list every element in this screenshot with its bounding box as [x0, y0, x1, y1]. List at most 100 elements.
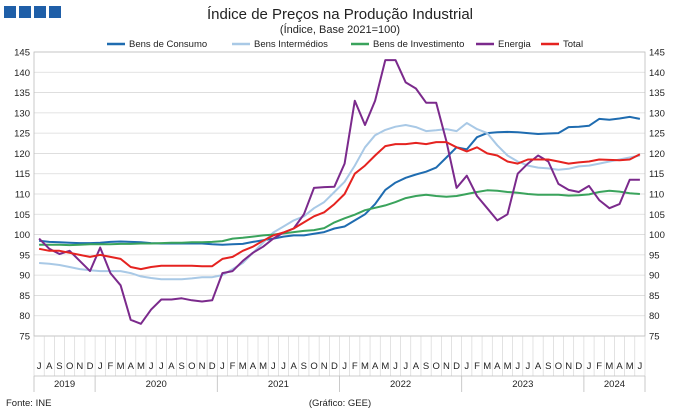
- y-tick-label-right: 95: [649, 250, 660, 261]
- x-tick-label-month: M: [259, 361, 267, 372]
- x-tick-label-month: A: [413, 361, 420, 372]
- series-line: [39, 189, 640, 247]
- y-tick-label-left: 110: [15, 190, 30, 201]
- x-tick-label-month: F: [107, 361, 113, 372]
- x-tick-label-month: J: [37, 361, 42, 372]
- y-tick-label-right: 145: [649, 48, 665, 59]
- x-tick-label-month: A: [494, 361, 501, 372]
- x-tick-label-month: M: [483, 361, 491, 372]
- x-tick-label-month: J: [98, 361, 103, 372]
- y-tick-label-left: 115: [15, 169, 30, 180]
- y-tick-label-right: 130: [649, 108, 665, 119]
- legend-label: Energia: [498, 39, 531, 50]
- y-tick-label-left: 145: [14, 48, 30, 59]
- y-tick-label-left: 130: [14, 108, 30, 119]
- x-tick-label-month: F: [230, 361, 236, 372]
- series-line: [38, 115, 641, 246]
- y-tick-label-left: 85: [19, 291, 30, 302]
- x-tick-label-year: 2023: [512, 379, 533, 390]
- x-tick-label-month: F: [596, 361, 602, 372]
- x-tick-label-month: M: [137, 361, 145, 372]
- y-tick-label-right: 90: [649, 271, 660, 282]
- x-tick-label-month: M: [381, 361, 389, 372]
- chart-title: Índice de Preços na Produção Industrial: [207, 6, 473, 23]
- x-tick-label-month: M: [361, 361, 369, 372]
- x-tick-label-year: 2021: [268, 379, 289, 390]
- x-tick-label-month: D: [87, 361, 94, 372]
- x-tick-label-month: D: [209, 361, 216, 372]
- legend-label: Bens de Consumo: [129, 39, 207, 50]
- x-tick-label-month: M: [239, 361, 247, 372]
- x-tick-label-month: J: [515, 361, 520, 372]
- y-tick-label-left: 105: [14, 210, 30, 221]
- y-tick-label-left: 80: [19, 311, 30, 322]
- x-tick-label-month: J: [281, 361, 286, 372]
- x-tick-label-month: O: [555, 361, 562, 372]
- x-tick-label-month: A: [372, 361, 379, 372]
- y-tick-label-left: 120: [14, 149, 30, 160]
- x-tick-label-month: N: [321, 361, 328, 372]
- x-tick-label-month: A: [535, 361, 542, 372]
- series-line: [38, 59, 640, 325]
- y-tick-label-right: 80: [649, 311, 660, 322]
- x-tick-label-month: J: [220, 361, 225, 372]
- x-tick-label-month: J: [403, 361, 408, 372]
- x-tick-label-month: D: [575, 361, 582, 372]
- x-tick-label-month: A: [46, 361, 53, 372]
- y-tick-label-right: 105: [649, 210, 665, 221]
- ine-logo: [4, 6, 61, 18]
- x-tick-label-month: J: [271, 361, 276, 372]
- legend-label: Bens de Investimento: [373, 39, 464, 50]
- x-tick-label-month: A: [250, 361, 257, 372]
- y-tick-label-left: 125: [14, 129, 30, 140]
- chart-subtitle: (Índice, Base 2021=100): [279, 24, 401, 36]
- x-tick-label-month: M: [504, 361, 512, 372]
- x-tick-label-month: N: [76, 361, 83, 372]
- x-tick-label-month: A: [168, 361, 175, 372]
- y-tick-label-right: 115: [649, 169, 664, 180]
- y-tick-label-right: 75: [649, 332, 660, 343]
- y-tick-label-left: 90: [19, 271, 30, 282]
- source-note: Fonte: INE: [6, 398, 52, 409]
- x-tick-label-month: S: [301, 361, 307, 372]
- x-tick-label-month: O: [433, 361, 440, 372]
- legend-label: Bens Intermédios: [254, 39, 328, 50]
- x-tick-label-month: J: [464, 361, 469, 372]
- x-tick-label-month: J: [159, 361, 164, 372]
- x-tick-label-month: A: [291, 361, 298, 372]
- y-tick-label-left: 135: [14, 88, 30, 99]
- x-tick-label-month: O: [188, 361, 195, 372]
- y-tick-label-left: 75: [19, 332, 30, 343]
- x-tick-label-month: D: [331, 361, 338, 372]
- x-tick-label-month: J: [526, 361, 531, 372]
- series-line: [38, 141, 641, 271]
- x-tick-label-year: 2022: [390, 379, 411, 390]
- x-tick-label-month: J: [342, 361, 347, 372]
- y-tick-label-left: 95: [19, 250, 30, 261]
- y-tick-label-right: 85: [649, 291, 660, 302]
- x-tick-label-month: A: [616, 361, 623, 372]
- x-tick-label-month: O: [310, 361, 317, 372]
- x-tick-label-year: 2020: [146, 379, 167, 390]
- x-tick-label-month: N: [199, 361, 206, 372]
- x-tick-label-month: S: [56, 361, 62, 372]
- x-tick-label-month: S: [545, 361, 551, 372]
- x-tick-label-month: J: [149, 361, 154, 372]
- series-line: [39, 122, 641, 281]
- x-tick-label-month: O: [66, 361, 73, 372]
- x-tick-label-month: F: [474, 361, 480, 372]
- x-tick-label-month: J: [587, 361, 592, 372]
- x-tick-label-year: 2019: [54, 379, 75, 390]
- chart-credit: (Gráfico: GEE): [308, 398, 372, 409]
- x-tick-label-month: N: [443, 361, 450, 372]
- x-tick-label-month: N: [565, 361, 572, 372]
- x-tick-label-month: J: [638, 361, 643, 372]
- x-tick-label-month: D: [453, 361, 460, 372]
- y-tick-label-right: 120: [649, 149, 665, 160]
- y-tick-label-right: 140: [649, 68, 665, 79]
- x-tick-label-month: S: [178, 361, 184, 372]
- y-tick-label-right: 125: [649, 129, 665, 140]
- legend-label: Total: [563, 39, 583, 50]
- y-tick-label-left: 100: [14, 230, 30, 241]
